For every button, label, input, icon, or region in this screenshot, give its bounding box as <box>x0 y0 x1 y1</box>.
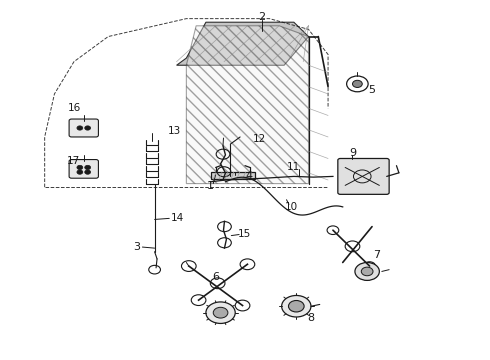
Text: 13: 13 <box>168 126 181 135</box>
Text: 10: 10 <box>285 202 298 212</box>
Text: 3: 3 <box>133 242 140 252</box>
Circle shape <box>213 307 228 318</box>
Text: 8: 8 <box>307 313 315 323</box>
Text: 11: 11 <box>287 162 300 172</box>
Circle shape <box>364 262 375 270</box>
Circle shape <box>210 278 225 289</box>
Polygon shape <box>176 22 309 65</box>
Circle shape <box>327 226 339 234</box>
Circle shape <box>85 126 91 130</box>
Circle shape <box>235 300 250 311</box>
Text: 9: 9 <box>349 148 356 158</box>
FancyBboxPatch shape <box>338 158 389 194</box>
Text: 2: 2 <box>259 12 266 22</box>
Text: 4: 4 <box>245 171 252 181</box>
Text: 7: 7 <box>373 250 381 260</box>
FancyBboxPatch shape <box>211 172 255 179</box>
Text: 15: 15 <box>237 229 251 239</box>
Circle shape <box>191 295 206 306</box>
Circle shape <box>181 261 196 271</box>
Circle shape <box>355 262 379 280</box>
Circle shape <box>77 165 83 170</box>
Text: 1: 1 <box>207 181 214 191</box>
Circle shape <box>345 241 360 252</box>
Text: 5: 5 <box>368 85 375 95</box>
FancyBboxPatch shape <box>69 159 98 178</box>
Text: 14: 14 <box>171 213 184 223</box>
Text: 16: 16 <box>67 103 81 113</box>
Circle shape <box>361 267 373 276</box>
FancyBboxPatch shape <box>69 119 98 137</box>
Circle shape <box>352 80 362 87</box>
Circle shape <box>85 170 91 174</box>
Circle shape <box>77 126 83 130</box>
Circle shape <box>240 259 255 270</box>
Circle shape <box>85 165 91 170</box>
Text: 6: 6 <box>212 272 219 282</box>
Circle shape <box>206 302 235 323</box>
Circle shape <box>77 170 83 174</box>
Polygon shape <box>186 26 309 184</box>
Text: 12: 12 <box>253 134 266 144</box>
Circle shape <box>282 296 311 317</box>
Text: 17: 17 <box>66 156 80 166</box>
Circle shape <box>289 301 304 312</box>
